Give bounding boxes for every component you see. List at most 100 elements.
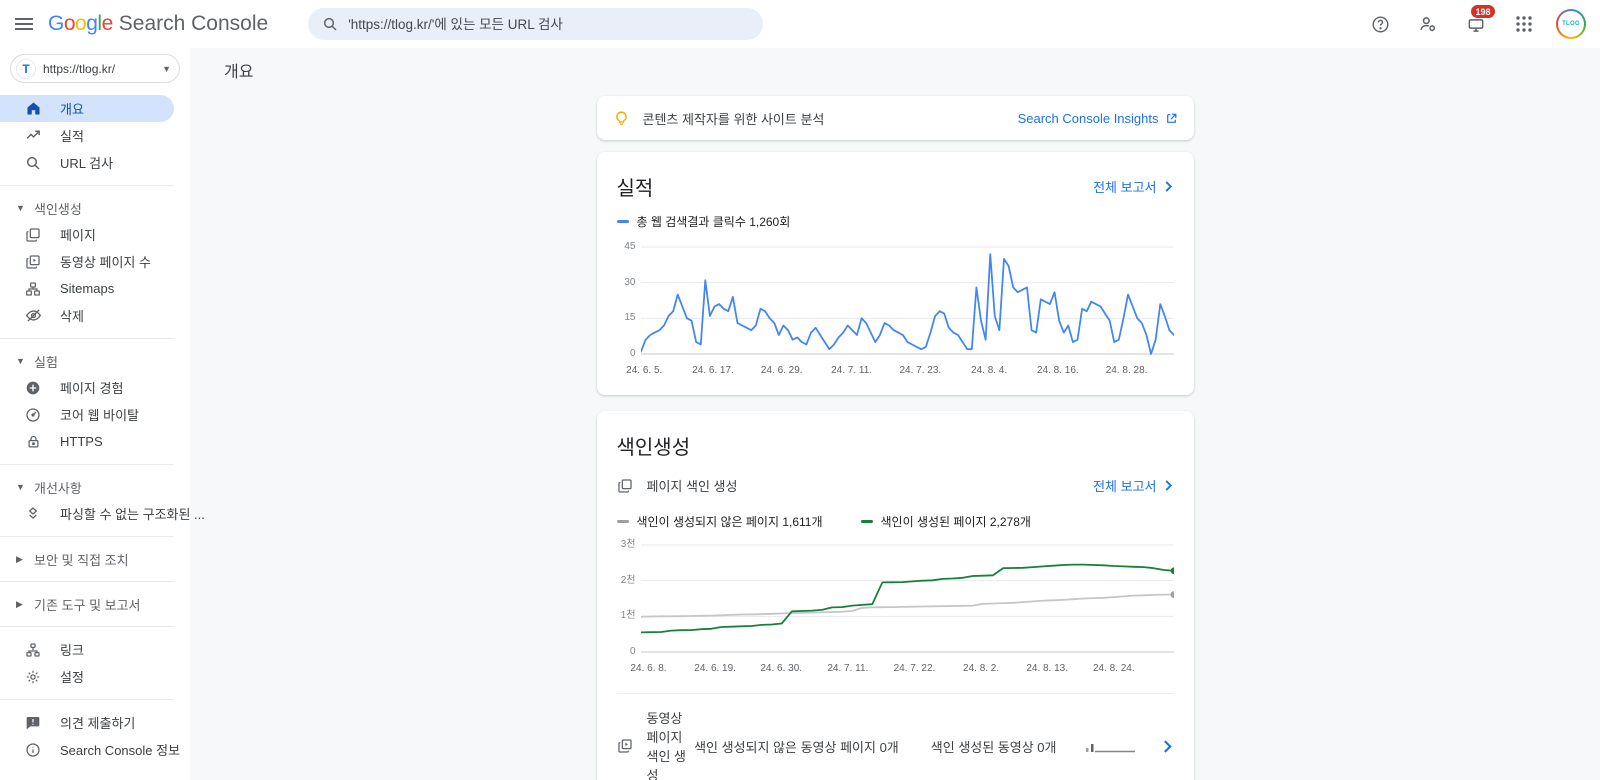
pages-icon: [24, 227, 42, 243]
indexing-chart[interactable]: 0 1천 2천 3천 24. 6. 8. 24. 6. 19. 24. 6. 30. 24.…: [621, 540, 1174, 677]
indexing-title: 색인생성: [616, 437, 691, 459]
notification-badge: 198: [1470, 4, 1497, 19]
product-name: Search Console: [118, 12, 269, 35]
sidebar-item-performance[interactable]: 실적: [0, 122, 174, 149]
x-axis-tick: 24. 6. 5.: [626, 365, 663, 376]
chevron-right-icon: [1165, 480, 1172, 491]
performance-legend: 총 웹 검색결과 클릭수 1,260회: [616, 213, 1174, 230]
x-axis-tick: 24. 6. 19.: [694, 663, 736, 674]
y-axis-tick: 0: [629, 348, 636, 359]
help-icon[interactable]: [1364, 8, 1396, 40]
video-row-label: 동영상 페이지 색인 생성: [646, 711, 687, 780]
sidebar-item-label: Search Console 정보: [60, 743, 181, 758]
x-axis-tick: 24. 8. 24.: [1092, 663, 1135, 674]
video-not-indexed-stat: 색인 생성되지 않은 동영상 페이지 0개: [694, 739, 899, 755]
pluscircle-icon: [24, 380, 42, 396]
lock-icon: [24, 434, 42, 449]
pages-icon: [617, 478, 633, 494]
apps-grid-icon[interactable]: [1508, 8, 1540, 40]
gear-icon: [24, 669, 42, 685]
x-axis-tick: 24. 6. 17.: [692, 365, 734, 376]
home-icon: [24, 100, 42, 117]
y-axis-tick: 1천: [620, 610, 636, 622]
sidebar-item-label: 페이지 경험: [60, 381, 124, 396]
url-inspection-searchbox[interactable]: [308, 8, 764, 40]
chevron-right-icon: ▶: [16, 553, 23, 564]
x-axis-tick: 24. 6. 8.: [630, 663, 667, 674]
sidebar-item-video-pages[interactable]: 동영상 페이지 수: [0, 248, 174, 275]
sidebar-item-label: HTTPS: [60, 434, 103, 449]
indexing-subtitle: 페이지 색인 생성: [646, 479, 738, 494]
x-axis-tick: 24. 8. 13.: [1026, 663, 1069, 674]
sidebar-divider: [0, 338, 174, 339]
sidebar-divider: [0, 581, 174, 582]
sidebar-divider: [0, 626, 174, 627]
chevron-down-icon: ▼: [162, 63, 171, 74]
eyeoff-icon: [24, 307, 42, 324]
sidebar-section-indexing[interactable]: ▼ 색인생성: [16, 201, 82, 217]
performance-card: 실적 전체 보고서 총 웹 검색결과 클릭수 1,260회 0 15 30 45 24…: [596, 152, 1194, 395]
sidebar-divider: [0, 699, 174, 700]
external-link-icon: [1166, 113, 1176, 123]
sidebar-item-page-experience[interactable]: 페이지 경험: [0, 374, 174, 401]
performance-chart[interactable]: 0 15 30 45 24. 6. 5. 24. 6. 17. 24. 6. 29. 24.…: [624, 242, 1174, 379]
search-icon: [322, 16, 338, 32]
x-axis-tick: 24. 8. 2.: [963, 663, 1000, 674]
sidebar-section-legacy-tools[interactable]: ▶ 기존 도구 및 보고서: [16, 597, 141, 613]
sidebar-divider: [0, 536, 174, 537]
sidebar-item-https[interactable]: HTTPS: [0, 428, 174, 455]
video-indexed-stat: 색인 생성된 동영상 0개: [930, 739, 1057, 755]
sidebar-item-structured-data[interactable]: 파싱할 수 없는 구조화된 ...: [0, 500, 205, 527]
search-input[interactable]: [348, 16, 750, 32]
insights-link[interactable]: Search Console Insights: [1018, 111, 1178, 126]
performance-full-report-link[interactable]: 전체 보고서: [1093, 177, 1173, 196]
property-label: https://tlog.kr/: [43, 61, 116, 76]
chevron-right-icon: ▶: [16, 598, 23, 609]
linktree-icon: [24, 642, 42, 658]
sidebar-item-label: URL 검사: [60, 156, 114, 171]
sidebar-item-sitemaps[interactable]: Sitemaps: [0, 275, 174, 302]
sidebar-item-core-web-vitals[interactable]: 코어 웹 바이탈: [0, 401, 174, 428]
sidebar-item-feedback[interactable]: 의견 제출하기: [0, 709, 174, 736]
sidebar-item-overview[interactable]: 개요: [0, 95, 174, 122]
x-axis-tick: 24. 7. 11.: [827, 663, 869, 674]
user-settings-icon[interactable]: [1412, 8, 1444, 40]
chevron-down-icon: ▼: [16, 356, 25, 366]
sidebar-item-label: 개요: [60, 102, 84, 117]
search-icon: [24, 155, 42, 171]
sidebar-section-experience[interactable]: ▼ 실험: [16, 354, 58, 370]
property-selector[interactable]: T https://tlog.kr/ ▼: [10, 54, 180, 83]
menu-icon[interactable]: [0, 0, 48, 48]
sidebar-item-removals[interactable]: 삭제: [0, 302, 174, 329]
announcements-icon[interactable]: 198: [1460, 4, 1497, 40]
sitemap-icon: [24, 281, 42, 297]
sidebar-item-label: 실적: [60, 129, 84, 144]
sidebar-item-pages[interactable]: 페이지: [0, 221, 174, 248]
avatar[interactable]: TLOG: [1556, 9, 1586, 39]
app-logo[interactable]: Google Search Console: [48, 12, 268, 36]
video-row-chevron-icon[interactable]: [1161, 739, 1174, 753]
google-logo: Google: [48, 12, 113, 35]
page-title: 개요: [224, 64, 254, 81]
avatar-text: TLOG: [1558, 11, 1584, 37]
sidebar-item-label: 설정: [60, 670, 84, 685]
indexing-full-report-link[interactable]: 전체 보고서: [1093, 476, 1173, 495]
sidebar-item-about[interactable]: Search Console 정보: [0, 736, 180, 763]
sidebar-item-url-inspection[interactable]: URL 검사: [0, 149, 174, 176]
video-indexing-row[interactable]: 동영상 페이지 색인 생성 색인 생성되지 않은 동영상 페이지 0개 색인 생…: [616, 693, 1174, 780]
x-axis-tick: 24. 6. 30.: [760, 663, 803, 674]
top-bar: Google Search Console 198 TLOG: [0, 0, 1600, 48]
sidebar-item-settings[interactable]: 설정: [0, 663, 174, 690]
y-axis-tick: 15: [624, 312, 636, 324]
sidebar-divider: [0, 464, 174, 465]
topbar-actions: 198 TLOG: [1364, 4, 1600, 40]
indexing-card: 색인생성 페이지 색인 생성 전체 보고서 색인이 생성되지 않은 페이지 1,…: [596, 411, 1194, 780]
sidebar-item-links[interactable]: 링크: [0, 636, 174, 663]
video-sparkline: [1085, 740, 1137, 753]
y-axis-tick: 30: [624, 276, 636, 288]
sidebar-section-security-manual-actions[interactable]: ▶ 보안 및 직접 조치: [16, 552, 129, 568]
x-axis-tick: 24. 8. 4.: [971, 365, 1008, 376]
sidebar-item-label: 동영상 페이지 수: [60, 255, 151, 270]
sidebar-section-enhancements[interactable]: ▼ 개선사항: [16, 480, 82, 496]
